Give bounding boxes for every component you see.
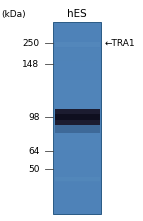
Text: hES: hES xyxy=(67,9,87,19)
Bar xyxy=(53,67,101,73)
Text: 50: 50 xyxy=(28,165,39,173)
Bar xyxy=(53,208,101,214)
Bar xyxy=(53,182,101,189)
Text: (kDa): (kDa) xyxy=(1,10,26,19)
Bar xyxy=(53,163,101,170)
Bar xyxy=(53,54,101,61)
Bar xyxy=(53,150,101,157)
Bar xyxy=(53,73,101,80)
Bar xyxy=(53,86,101,93)
Bar xyxy=(53,195,101,202)
Text: 98: 98 xyxy=(28,113,39,122)
Text: 250: 250 xyxy=(22,39,39,48)
Bar xyxy=(53,99,101,105)
Text: 148: 148 xyxy=(22,60,39,69)
Bar xyxy=(53,157,101,163)
Bar xyxy=(55,125,100,133)
Bar xyxy=(53,93,101,99)
Bar xyxy=(55,114,100,120)
Bar xyxy=(53,202,101,208)
Bar xyxy=(53,131,101,137)
Bar xyxy=(55,109,100,126)
Bar xyxy=(53,144,101,150)
Bar xyxy=(53,29,101,35)
Text: ←TRA1: ←TRA1 xyxy=(105,39,135,48)
Bar xyxy=(53,189,101,195)
Bar xyxy=(53,170,101,176)
Bar xyxy=(53,176,101,182)
Bar xyxy=(53,105,101,112)
Text: 64: 64 xyxy=(28,147,39,156)
Bar xyxy=(53,48,101,54)
Bar xyxy=(53,35,101,41)
Bar xyxy=(53,80,101,86)
Bar xyxy=(53,137,101,144)
Bar xyxy=(53,118,101,125)
Bar xyxy=(53,61,101,67)
Bar xyxy=(53,22,101,29)
Bar xyxy=(53,125,101,131)
Bar xyxy=(55,177,100,181)
Bar xyxy=(53,112,101,118)
Bar xyxy=(53,22,101,214)
Bar xyxy=(55,42,100,47)
Bar xyxy=(53,41,101,48)
